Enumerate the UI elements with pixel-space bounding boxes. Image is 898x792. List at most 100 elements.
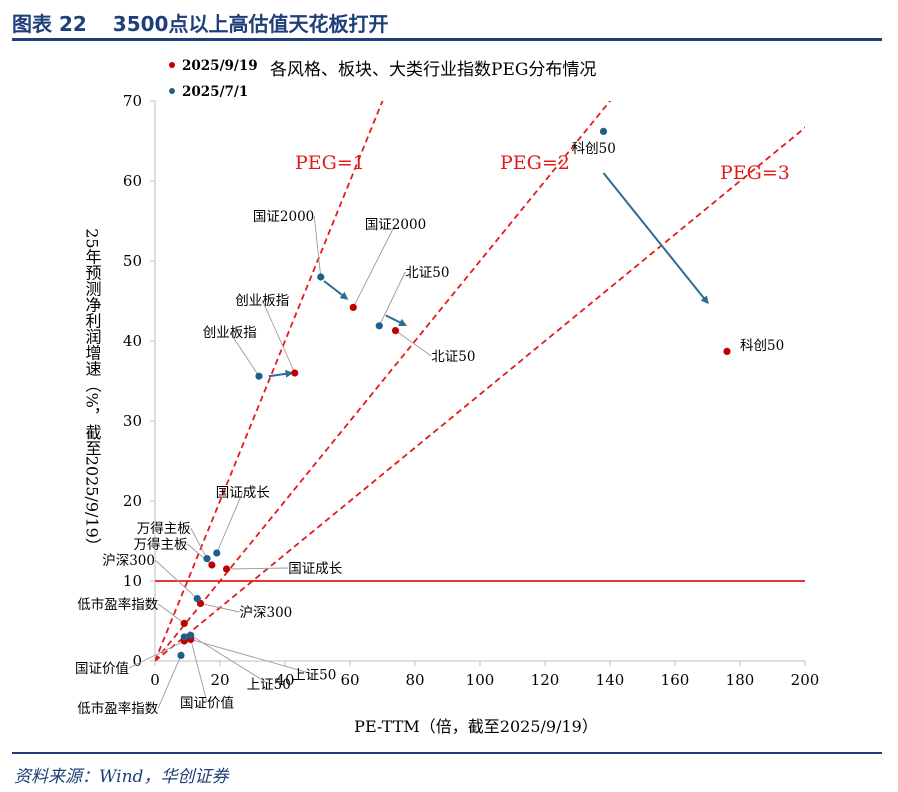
leader-line	[352, 223, 396, 308]
point-0919	[291, 369, 299, 377]
axes-layer: 0 20 40 60 80 100 120 140 160 180 200 0 10 20 30 40 50 60…	[123, 92, 819, 689]
leader-line	[157, 603, 185, 624]
peg-scatter-chart: 0 20 40 60 80 100 120 140 160 180 200 0 10 20 30 40 50 60…	[75, 58, 819, 736]
leader-line	[157, 655, 182, 709]
shift-arrows	[268, 172, 709, 378]
chart-title: 各风格、板块、大类行业指数PEG分布情况	[270, 60, 596, 80]
point-0701	[180, 633, 188, 641]
x-tick-label: 80	[405, 671, 424, 689]
peg-line-label: PEG=1	[295, 152, 365, 174]
point-0919	[222, 565, 231, 573]
point-label: 沪深300	[240, 605, 293, 621]
legend: 2025/9/19 2025/7/1	[169, 58, 258, 100]
point-label: 创业板指	[203, 325, 257, 341]
point-label: 国证价值	[75, 661, 129, 677]
point-label: 上证50	[292, 667, 336, 683]
legend-label: 2025/7/1	[182, 84, 248, 100]
point-0701	[187, 631, 195, 640]
leader-line	[261, 299, 296, 374]
data-points	[177, 127, 731, 660]
peg-line	[155, 101, 612, 661]
point-label: 国证成长	[288, 561, 342, 577]
leader-line	[226, 567, 289, 570]
point-label: 万得主板	[137, 520, 191, 537]
leader-line	[190, 527, 208, 559]
leader-line	[229, 331, 260, 377]
point-0701	[599, 127, 608, 135]
x-tick-label: 120	[531, 671, 560, 689]
point-label: 国证成长	[216, 485, 270, 501]
y-tick-label: 50	[123, 252, 142, 270]
leader-lines	[128, 215, 432, 709]
y-tick-label: 70	[123, 92, 142, 110]
leader-line	[128, 640, 185, 669]
x-tick-label: 20	[210, 671, 229, 689]
point-label: 创业板指	[235, 293, 289, 309]
x-tick-label: 0	[150, 671, 160, 689]
point-label: 国证2000	[253, 209, 314, 225]
x-tick-label: 140	[596, 671, 625, 689]
point-label: 上证50	[247, 677, 291, 693]
point-0701	[203, 555, 211, 563]
leader-line	[395, 330, 432, 357]
x-tick-label: 60	[340, 671, 359, 689]
leader-line	[200, 602, 240, 613]
peg-line	[155, 101, 384, 661]
y-tick-label: 20	[123, 492, 142, 510]
point-label: 国证2000	[365, 217, 426, 233]
header-rule	[12, 38, 882, 41]
point-0701	[255, 372, 263, 380]
point-0919	[349, 303, 357, 311]
leader-line	[190, 639, 208, 703]
x-tick-label: 100	[466, 671, 495, 689]
leader-line	[378, 271, 406, 326]
point-label: 低市盈率指数	[77, 596, 158, 613]
y-tick-label: 60	[123, 172, 142, 190]
point-0919	[391, 327, 400, 335]
leader-line	[154, 559, 198, 599]
point-0919	[180, 619, 188, 628]
y-axis-title: 25年预测净利润增速（%，截至2025/9/19）	[83, 228, 102, 554]
peg-line-label: PEG=3	[720, 162, 790, 184]
y-tick-label: 30	[123, 412, 142, 430]
x-tick-label: 200	[791, 671, 820, 689]
point-0701	[213, 549, 221, 557]
shift-arrow	[602, 172, 709, 305]
y-tick-label: 0	[132, 652, 142, 670]
peg-line	[155, 126, 805, 661]
figure-header: 图表 22 3500点以上高估值天花板打开	[0, 0, 898, 44]
leader-line	[216, 491, 244, 554]
shift-arrow	[385, 314, 408, 326]
x-axis-title: PE-TTM（倍，截至2025/9/19）	[354, 717, 598, 736]
point-label: 北证50	[405, 265, 449, 281]
reference-line-labels: PEG=1 PEG=2 PEG=3	[295, 152, 790, 184]
point-label: 国证价值	[180, 695, 234, 711]
legend-marker	[169, 62, 175, 68]
point-label: 低市盈率指数	[77, 700, 158, 717]
y-tick-label: 40	[123, 332, 142, 350]
leader-line	[190, 638, 315, 675]
footer-rule	[12, 752, 882, 754]
point-label: 北证50	[431, 349, 475, 365]
x-tick-label: 180	[726, 671, 755, 689]
point-0701	[317, 273, 325, 281]
figure-title-text: 3500点以上高估值天花板打开	[112, 12, 389, 36]
leader-line	[313, 215, 322, 278]
point-0701	[177, 651, 185, 660]
point-0919	[723, 347, 731, 355]
peg-line-label: PEG=2	[500, 152, 570, 174]
x-tick-label: 160	[661, 671, 690, 689]
shift-arrow	[323, 280, 349, 300]
x-tick-label: 40	[275, 671, 294, 689]
point-label: 科创50	[572, 141, 616, 157]
point-label: 沪深300	[102, 553, 155, 569]
source-note: 资料来源：Wind，华创证券	[14, 767, 229, 787]
legend-label: 2025/9/19	[182, 58, 258, 74]
shift-arrow	[268, 369, 294, 378]
point-0701	[375, 322, 383, 330]
figure-title: 图表 22 3500点以上高估值天花板打开	[12, 8, 388, 37]
point-0701	[193, 595, 201, 603]
point-0919	[208, 561, 216, 569]
point-label: 科创50	[740, 338, 784, 354]
